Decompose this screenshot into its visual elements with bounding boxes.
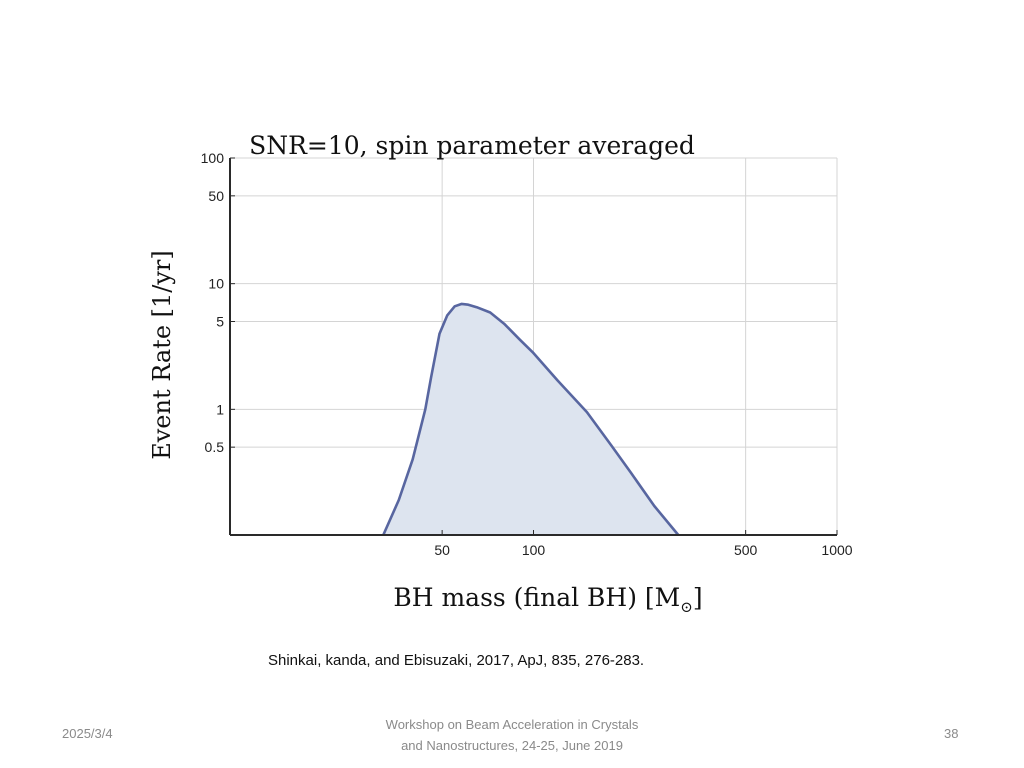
axes [229,157,838,536]
tick-labels: 50 100 500 1000 0.5 1 5 10 50 100 [201,150,853,558]
solar-mass-symbol: ⊙ [680,598,693,616]
y-tick-label: 5 [216,313,224,329]
y-tick-label: 100 [201,150,225,166]
footer-event-line2: and Nanostructures, 24-25, June 2019 [401,738,623,753]
x-axis-label: BH mass (final BH) [M⊙] [393,583,702,616]
x-tick-label: 100 [522,542,546,558]
event-rate-area [383,303,679,535]
footer-event: Workshop on Beam Acceleration in Crystal… [352,714,672,756]
footer-event-line1: Workshop on Beam Acceleration in Crystal… [385,717,639,732]
x-tick-label: 50 [434,542,450,558]
event-rate-curve [382,302,680,536]
y-tick-label: 50 [208,188,224,204]
page-number: 38 [944,726,959,741]
y-tick-label: 0.5 [205,439,225,455]
y-tick-label: 10 [208,276,224,292]
x-tick-label: 500 [734,542,758,558]
footer-date: 2025/3/4 [62,726,113,741]
x-axis-label-tail: ] [693,583,703,612]
chart-title: SNR=10, spin parameter averaged [249,131,695,160]
citation: Shinkai, kanda, and Ebisuzaki, 2017, ApJ… [268,652,645,669]
y-tick-label: 1 [216,401,224,417]
x-axis-label-text: BH mass (final BH) [M [393,583,680,612]
x-tick-label: 1000 [821,542,852,558]
y-axis-label: Event Rate [1/yr] [148,250,176,460]
